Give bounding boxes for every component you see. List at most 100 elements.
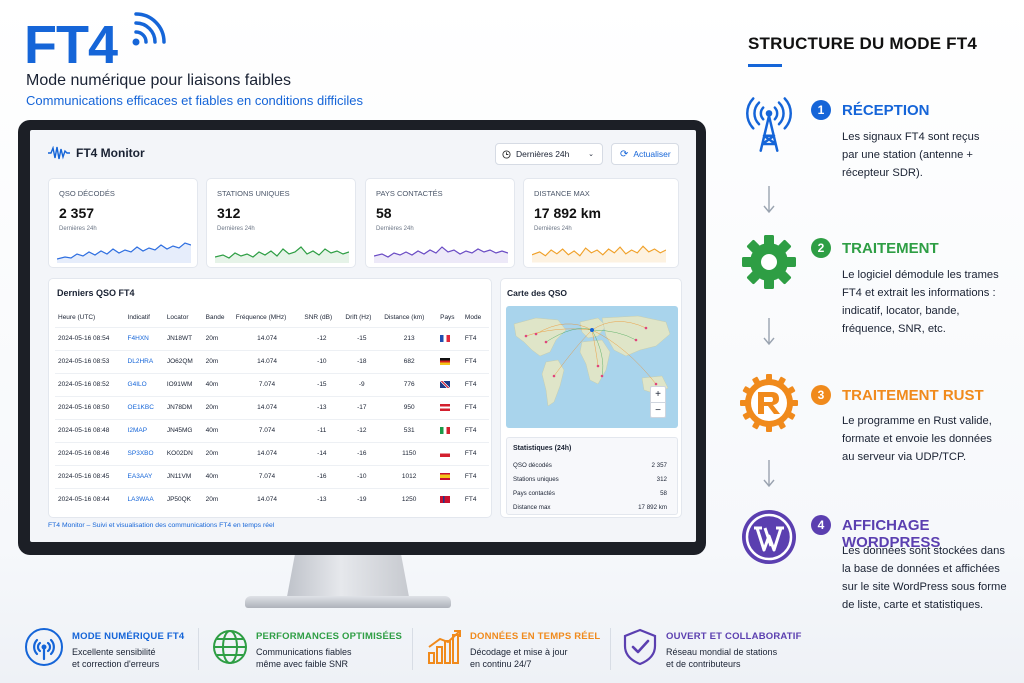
step-number-1: 1 [811, 100, 831, 120]
cell-frequency: 14.074 [232, 487, 302, 511]
monitor-base [245, 596, 451, 608]
col-bande[interactable]: Bande [205, 314, 225, 322]
cell-time: 2024-05-16 08:52 [55, 372, 125, 396]
col-indicatif[interactable]: Indicatif [127, 314, 150, 322]
feature-title: MODE NUMÉRIQUE FT4 [72, 631, 185, 642]
cell-snr: -15 [301, 372, 343, 396]
period-select[interactable]: Dernières 24h ⌄ [495, 143, 603, 165]
broadcast-icon [25, 628, 63, 666]
feature-title: DONNÉES EN TEMPS RÉEL [470, 631, 601, 642]
col-drift[interactable]: Drift (Hz) [345, 314, 372, 322]
cell-band: 20m [202, 441, 233, 465]
feature-text: Communications fiables même avec faible S… [256, 647, 352, 669]
cell-locator: KO02DN [163, 441, 203, 465]
zoom-out-button[interactable]: − [655, 405, 661, 416]
cell-drift: -17 [342, 395, 382, 419]
cell-callsign[interactable]: G4ILO [124, 372, 164, 396]
cell-distance: 1012 [381, 464, 438, 488]
col-heure[interactable]: Heure (UTC) [58, 314, 96, 322]
col-frequence[interactable]: Fréquence (MHz) [235, 314, 287, 322]
refresh-button[interactable]: ⟳ Actualiser [611, 143, 679, 165]
cell-frequency: 7.074 [232, 418, 302, 442]
step-title-reception: RÉCEPTION [842, 102, 930, 119]
cell-frequency: 7.074 [232, 464, 302, 488]
cell-mode: FT4 [461, 441, 489, 465]
cell-distance: 531 [381, 418, 438, 442]
kpi-label: STATIONS UNIQUES [217, 189, 290, 198]
cell-snr: -11 [301, 418, 343, 442]
stat-label: Stations uniques [513, 476, 559, 483]
cell-drift: -15 [342, 326, 382, 350]
cell-frequency: 14.074 [232, 326, 302, 350]
flag-fr-icon [440, 334, 451, 342]
cell-callsign[interactable]: EA3AAY [124, 464, 164, 488]
stat-row: Stations uniques 312 [513, 476, 667, 483]
col-distance[interactable]: Distance (km) [384, 314, 425, 322]
col-pays[interactable]: Pays [440, 314, 455, 322]
table-row[interactable]: 2024-05-16 08:48 I2MAP JN45MG 40m 7.074 -11 -1… [55, 418, 489, 442]
cell-callsign[interactable]: OE1KBC [124, 395, 164, 419]
refresh-label: Actualiser [633, 149, 671, 159]
cell-locator: JN18WT [163, 326, 203, 350]
cell-distance: 682 [381, 349, 438, 373]
stats-title: Statistiques (24h) [513, 445, 572, 452]
col-locator[interactable]: Locator [166, 314, 189, 322]
app-screen: FT4 Monitor Dernières 24h ⌄ ⟳ Actualiser… [30, 130, 696, 542]
cell-callsign[interactable]: F4HXN [124, 326, 164, 350]
cell-band: 20m [202, 487, 233, 511]
table-row[interactable]: 2024-05-16 08:44 LA3WAA JP50QK 20m 14.074 -13… [55, 487, 489, 511]
table-row[interactable]: 2024-05-16 08:52 G4ILO IO91WM 40m 7.074 -15 -9… [55, 372, 489, 396]
cell-drift: -19 [342, 487, 382, 511]
refresh-icon: ⟳ [620, 148, 629, 160]
cell-band: 20m [202, 326, 233, 350]
kpi-card-stations: STATIONS UNIQUES 312 Dernières 24h [206, 178, 356, 268]
shield-check-icon [623, 628, 657, 666]
cell-frequency: 14.074 [232, 395, 302, 419]
flag-pl-icon [440, 449, 451, 457]
cell-time: 2024-05-16 08:45 [55, 464, 125, 488]
table-row[interactable]: 2024-05-16 08:54 F4HXN JN18WT 20m 14.074 -12-… [55, 326, 489, 350]
kpi-card-qso: QSO DÉCODÉS 2 357 Dernières 24h [48, 178, 198, 268]
col-mode[interactable]: Mode [464, 314, 482, 322]
sparkline-distance [532, 245, 666, 263]
cell-drift: -10 [342, 464, 382, 488]
table-header-row: Heure (UTC) Indicatif Locator Bande Fréq… [55, 309, 489, 327]
flag-no-icon [440, 496, 451, 504]
map-card: Carte des QSO [500, 278, 682, 518]
step-number-2: 2 [811, 238, 831, 258]
tagline: Communications efficaces et fiables en c… [26, 93, 363, 108]
col-snr[interactable]: SNR (dB) [304, 314, 333, 322]
table-row[interactable]: 2024-05-16 08:45 EA3AAY JN11VM 40m 7.074 -16-… [55, 464, 489, 488]
cell-distance: 950 [381, 395, 438, 419]
cell-time: 2024-05-16 08:53 [55, 349, 125, 373]
divider [412, 628, 413, 670]
title-underline [748, 64, 782, 67]
stat-value: 312 [656, 476, 667, 483]
rust-logo-icon [740, 374, 798, 432]
table-row[interactable]: 2024-05-16 08:53 DL2HRA JO62QM 20m 14.074 -10… [55, 349, 489, 373]
cell-callsign[interactable]: DL2HRA [124, 349, 164, 373]
map-zoom-control: + − [650, 386, 666, 418]
cell-country [437, 395, 462, 419]
cell-snr: -13 [301, 487, 343, 511]
cell-callsign[interactable]: I2MAP [124, 418, 164, 442]
step-text-traitement: Le logiciel démodule les trames FT4 et ex… [842, 269, 999, 335]
cell-callsign[interactable]: SP3XBO [124, 441, 164, 465]
step-number-4: 4 [811, 515, 831, 535]
step-text-reception: Les signaux FT4 sont reçus par une statio… [842, 131, 980, 179]
period-value: Dernières 24h [516, 149, 570, 159]
cell-drift: -18 [342, 349, 382, 373]
cell-callsign[interactable]: LA3WAA [124, 487, 164, 511]
table-row[interactable]: 2024-05-16 08:46 SP3XBO KO02DN 20m 14.074 -14… [55, 441, 489, 465]
world-map[interactable]: + − [506, 306, 678, 428]
cell-snr: -16 [301, 464, 343, 488]
stat-row: Pays contactés 58 [513, 490, 667, 497]
qso-table: Heure (UTC) Indicatif Locator Bande Fréq… [55, 309, 489, 511]
zoom-in-button[interactable]: + [651, 387, 665, 403]
table-row[interactable]: 2024-05-16 08:50 OE1KBC JN78DM 20m 14.074 -13… [55, 395, 489, 419]
flag-es-icon [440, 472, 451, 480]
cell-drift: -9 [342, 372, 382, 396]
cell-locator: JO62QM [163, 349, 203, 373]
cell-mode: FT4 [461, 372, 489, 396]
cell-time: 2024-05-16 08:44 [55, 487, 125, 511]
